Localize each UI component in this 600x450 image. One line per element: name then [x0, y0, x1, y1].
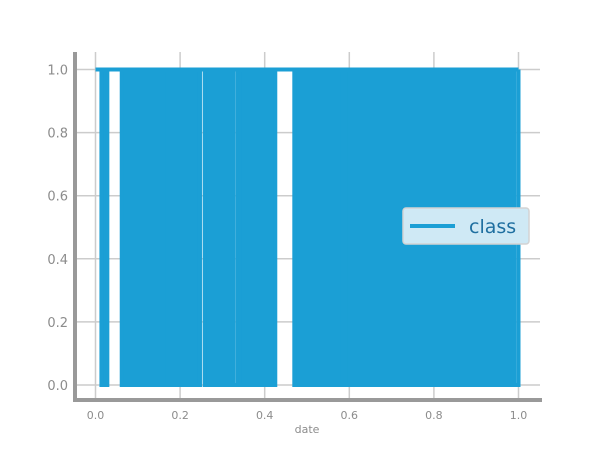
x-tick-label: 0.0 [87, 409, 105, 422]
x-tick-label: 0.8 [425, 409, 443, 422]
y-tick-label: 0.0 [47, 379, 68, 394]
y-tick-label: 0.2 [47, 316, 68, 331]
series-dense-block [294, 69, 343, 385]
x-axis-title: date [295, 423, 320, 436]
x-tick-label: 0.4 [256, 409, 274, 422]
y-tick-label: 1.0 [47, 64, 68, 79]
legend: class [402, 207, 530, 245]
x-tick-label: 1.0 [510, 409, 528, 422]
y-tick-label: 0.8 [47, 127, 68, 142]
axes [73, 52, 542, 402]
x-tick-label: 0.2 [171, 409, 189, 422]
y-tick-label: 0.4 [47, 253, 68, 268]
x-tick-label: 0.6 [341, 409, 359, 422]
series-dense-block [204, 69, 236, 385]
series-dense-block [101, 69, 108, 385]
series-dense-block [239, 69, 276, 385]
series-dense-block [170, 69, 199, 385]
y-tick-label: 0.6 [47, 190, 68, 205]
legend-label-class: class [469, 216, 516, 238]
series-dense-block [122, 69, 168, 385]
tick-labels: 0.0 0.2 0.4 0.6 0.8 1.0 0.0 0.2 0.4 0.6 0.8 1.0 [47, 64, 527, 423]
legend-box [402, 207, 530, 245]
